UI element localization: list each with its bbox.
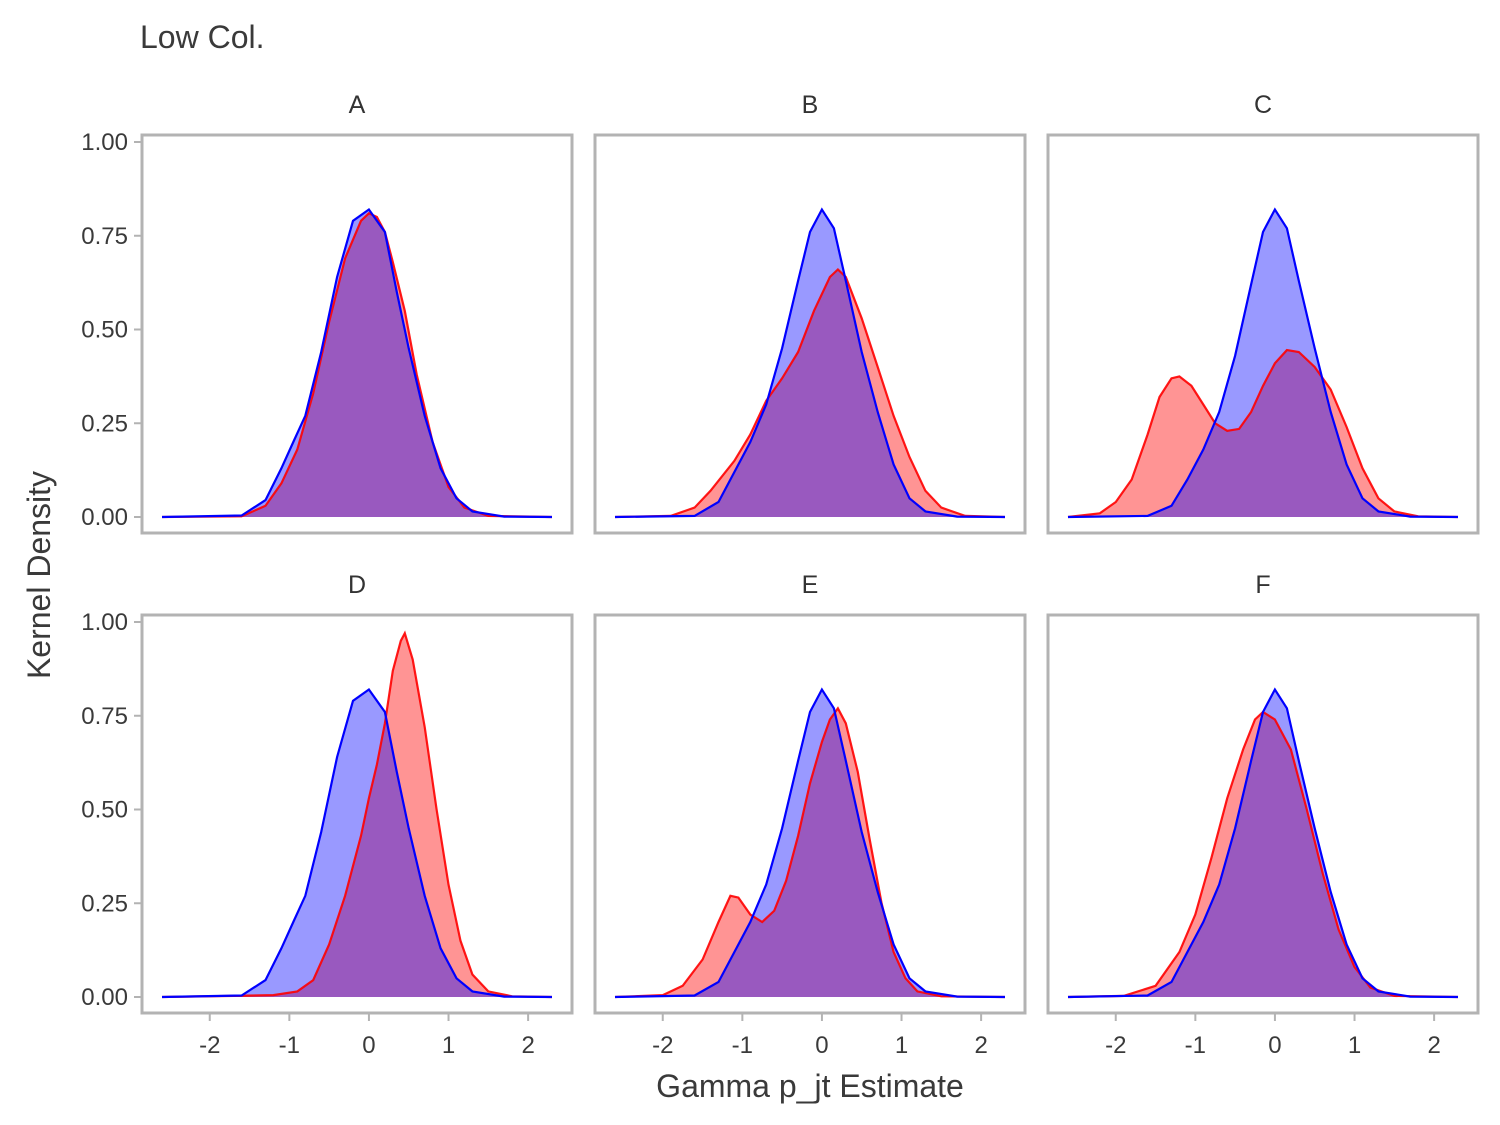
panel-border bbox=[1046, 613, 1480, 1015]
panel-a: A 0.00 0.25 0.50 0.75 1.00 bbox=[81, 91, 574, 535]
blue-density-area bbox=[1068, 689, 1458, 997]
y-tick-label: 0.00 bbox=[81, 504, 128, 531]
blue-density-area bbox=[615, 689, 1005, 997]
blue-density-area bbox=[162, 209, 552, 517]
panel-f: F -2 -1 0 1 2 bbox=[1046, 571, 1480, 1059]
panel-e: E -2 -1 0 1 2 bbox=[593, 571, 1027, 1059]
y-tick-label: 0.25 bbox=[81, 410, 128, 437]
x-tick-label: 1 bbox=[1348, 1032, 1361, 1059]
y-tick-label: 1.00 bbox=[81, 129, 128, 156]
panel-b: B bbox=[593, 91, 1027, 535]
blue-density-line bbox=[614, 687, 1006, 999]
x-tick-label: 0 bbox=[362, 1032, 375, 1059]
red-density-area bbox=[162, 213, 552, 518]
x-tick-label: 0 bbox=[815, 1032, 828, 1059]
x-tick-label: -1 bbox=[1185, 1032, 1206, 1059]
x-tick-label: 2 bbox=[1427, 1032, 1440, 1059]
y-tick-label: 0.25 bbox=[81, 890, 128, 917]
panel-border bbox=[593, 613, 1027, 1015]
y-tick-label: 1.00 bbox=[81, 609, 128, 636]
x-tick-label: 2 bbox=[521, 1032, 534, 1059]
red-density-line bbox=[614, 267, 1006, 519]
red-density-line bbox=[161, 630, 553, 999]
x-tick-label: -2 bbox=[199, 1032, 220, 1059]
blue-density-area bbox=[1068, 209, 1458, 517]
panel-strip-label: D bbox=[348, 571, 366, 599]
red-density-area bbox=[615, 269, 1005, 517]
blue-density-line bbox=[1067, 687, 1459, 999]
panel-strip-label: F bbox=[1255, 571, 1270, 599]
x-tick-label: -1 bbox=[279, 1032, 300, 1059]
panel-border bbox=[140, 613, 574, 1015]
x-tick-label: -2 bbox=[652, 1032, 673, 1059]
panel-border bbox=[1046, 133, 1480, 535]
x-tick-label: 1 bbox=[442, 1032, 455, 1059]
red-density-line bbox=[1067, 348, 1459, 519]
x-tick-label: -1 bbox=[732, 1032, 753, 1059]
blue-density-area bbox=[162, 689, 552, 997]
blue-density-line bbox=[161, 207, 553, 519]
red-density-area bbox=[1068, 712, 1458, 997]
red-density-area bbox=[1068, 350, 1458, 517]
x-tick-label: 1 bbox=[895, 1032, 908, 1059]
x-tick-label: 0 bbox=[1268, 1032, 1281, 1059]
x-tick-label: 2 bbox=[974, 1032, 987, 1059]
red-density-line bbox=[614, 706, 1006, 999]
panel-d: D 0.00 0.25 0.50 0.75 1.00 -2 -1 0 1 2 bbox=[81, 571, 574, 1059]
blue-density-line bbox=[161, 687, 553, 999]
y-tick-label: 0.50 bbox=[81, 797, 128, 824]
panel-border bbox=[140, 133, 574, 535]
y-tick-label: 0.75 bbox=[81, 223, 128, 250]
blue-density-area bbox=[615, 209, 1005, 517]
blue-density-line bbox=[1067, 207, 1459, 519]
panel-strip-label: A bbox=[349, 91, 366, 119]
x-tick-label: -2 bbox=[1105, 1032, 1126, 1059]
panel-strip-label: E bbox=[802, 571, 819, 599]
x-axis-title: Gamma p_jt Estimate bbox=[656, 1068, 964, 1104]
y-axis-title: Kernel Density bbox=[21, 471, 57, 679]
panel-strip-label: C bbox=[1254, 91, 1272, 119]
y-tick-label: 0.75 bbox=[81, 703, 128, 730]
panel-strip-label: B bbox=[802, 91, 819, 119]
y-tick-label: 0.00 bbox=[81, 984, 128, 1011]
y-tick-label: 0.50 bbox=[81, 317, 128, 344]
panel-c: C bbox=[1046, 91, 1480, 535]
panels-group: A 0.00 0.25 0.50 0.75 1.00 B C D 0.00 0.25 0.50 0.75… bbox=[81, 91, 1480, 1059]
red-density-area bbox=[615, 708, 1005, 997]
panel-border bbox=[593, 133, 1027, 535]
red-density-area bbox=[162, 633, 552, 997]
blue-density-line bbox=[614, 207, 1006, 519]
chart-title: Low Col. bbox=[140, 19, 265, 55]
